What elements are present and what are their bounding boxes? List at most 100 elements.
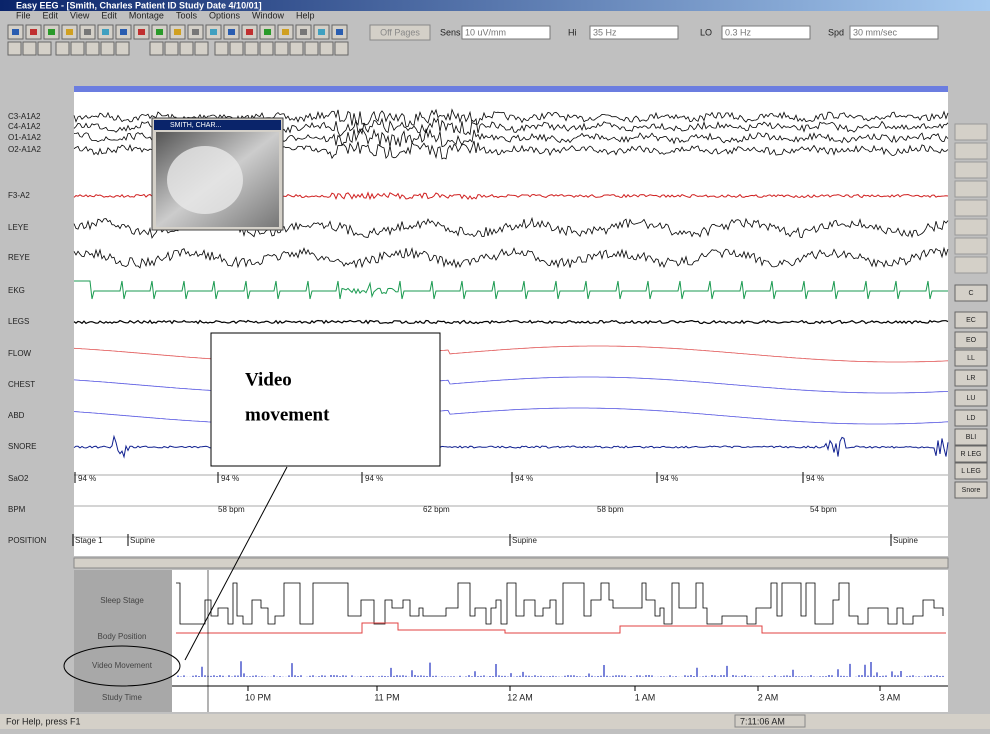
side-button-disabled xyxy=(954,123,988,141)
toolbar-icon xyxy=(336,29,343,35)
clock: 7:11:06 AM xyxy=(740,716,785,726)
side-button-disabled xyxy=(954,142,988,160)
row-label: Body Position xyxy=(98,632,147,641)
side-button[interactable] xyxy=(954,445,988,463)
toolbar-button[interactable] xyxy=(179,41,194,56)
toolbar-button[interactable] xyxy=(22,41,37,56)
side-button-label: L LEG xyxy=(961,468,981,475)
toolbar-icon xyxy=(300,29,307,35)
video-titlebar xyxy=(154,120,281,130)
callout-pointer xyxy=(184,466,288,661)
toolbar-icon xyxy=(282,29,289,35)
field-box[interactable] xyxy=(589,25,679,40)
toolbar-icon xyxy=(120,29,127,35)
video-title: SMITH, CHAR... xyxy=(170,122,221,129)
channel-label: EKG xyxy=(8,286,25,295)
menu-item[interactable]: Tools xyxy=(176,10,198,20)
position-value: Stage 1 xyxy=(75,536,103,545)
field-value: 10 uV/mm xyxy=(465,27,506,37)
toolbar-button[interactable] xyxy=(274,41,289,56)
waveform xyxy=(73,319,949,325)
side-button-label: LD xyxy=(967,415,976,422)
side-button[interactable] xyxy=(954,409,988,427)
field-value: 0.3 Hz xyxy=(725,27,752,37)
time-label: 11 PM xyxy=(374,692,399,702)
time-label: 1 AM xyxy=(635,692,656,702)
field-label: Hi xyxy=(568,27,577,37)
off-pages-button[interactable] xyxy=(369,24,431,41)
toolbar-icon xyxy=(84,29,91,35)
time-label: 2 AM xyxy=(758,692,779,702)
toolbar-button[interactable] xyxy=(244,41,259,56)
waveform xyxy=(73,108,949,128)
callout-highlight xyxy=(63,645,181,687)
callout-text: Video xyxy=(245,369,292,390)
toolbar-button[interactable] xyxy=(164,41,179,56)
video-subject xyxy=(167,146,243,214)
side-button[interactable] xyxy=(954,389,988,407)
channel-label: CHEST xyxy=(8,380,35,389)
off-pages-label: Off Pages xyxy=(380,27,420,37)
sao2-value: 94 % xyxy=(660,474,678,483)
field-box[interactable] xyxy=(849,25,939,40)
side-button[interactable] xyxy=(954,284,988,302)
scrollbar[interactable] xyxy=(73,557,949,569)
menu-item[interactable]: Help xyxy=(296,10,315,20)
side-button-disabled xyxy=(954,218,988,236)
side-button[interactable] xyxy=(954,369,988,387)
menu-item[interactable]: View xyxy=(70,10,90,20)
menu-item[interactable]: Edit xyxy=(43,10,59,20)
side-button-label: R LEG xyxy=(960,451,981,458)
channel-label: C3-A1A2 xyxy=(8,112,41,121)
channel-label: F3-A2 xyxy=(8,191,30,200)
position-value: Supine xyxy=(130,536,155,545)
toolbar-button[interactable] xyxy=(7,41,22,56)
toolbar-button[interactable] xyxy=(149,41,164,56)
title-bar xyxy=(0,0,990,11)
toolbar-button[interactable] xyxy=(289,41,304,56)
channel-label: FLOW xyxy=(8,349,32,358)
toolbar-button[interactable] xyxy=(70,41,85,56)
side-button-disabled xyxy=(954,161,988,179)
toolbar-button[interactable] xyxy=(115,41,130,56)
toolbar-button[interactable] xyxy=(259,41,274,56)
toolbar-button[interactable] xyxy=(37,41,52,56)
toolbar-button[interactable] xyxy=(194,41,209,56)
menu-item[interactable]: File xyxy=(16,10,31,20)
toolbar-icon xyxy=(66,29,73,35)
menu-item[interactable]: Edit xyxy=(101,10,117,20)
row-label: Study Time xyxy=(102,693,143,702)
toolbar-button[interactable] xyxy=(334,41,349,56)
side-button-label: LU xyxy=(967,395,976,402)
menu-item[interactable]: Montage xyxy=(129,10,164,20)
window-title: Easy EEG - [Smith, Charles Patient ID St… xyxy=(16,0,262,10)
side-button[interactable] xyxy=(954,481,988,499)
side-button[interactable] xyxy=(954,428,988,446)
side-button[interactable] xyxy=(954,311,988,329)
field-label: Sens xyxy=(440,27,461,37)
toolbar-button[interactable] xyxy=(100,41,115,56)
sleep-stage-trace xyxy=(176,582,944,625)
toolbar-button[interactable] xyxy=(214,41,229,56)
toolbar-icon xyxy=(30,29,37,35)
side-button[interactable] xyxy=(954,331,988,349)
side-button-disabled xyxy=(954,180,988,198)
toolbar-button[interactable] xyxy=(55,41,70,56)
menu-item[interactable]: Options xyxy=(209,10,241,20)
toolbar-icon xyxy=(318,29,325,35)
toolbar-button[interactable] xyxy=(85,41,100,56)
side-button-label: LL xyxy=(967,355,975,362)
toolbar-icon xyxy=(102,29,109,35)
toolbar-button[interactable] xyxy=(229,41,244,56)
toolbar-button[interactable] xyxy=(304,41,319,56)
menu-item[interactable]: Window xyxy=(252,10,285,20)
side-button[interactable] xyxy=(954,349,988,367)
field-box[interactable] xyxy=(461,25,551,40)
field-box[interactable] xyxy=(721,25,811,40)
toolbar-button[interactable] xyxy=(319,41,334,56)
movement-trace xyxy=(177,661,944,677)
side-button[interactable] xyxy=(954,462,988,480)
hypnogram-panel xyxy=(172,570,948,712)
side-button-label: LR xyxy=(967,375,976,382)
